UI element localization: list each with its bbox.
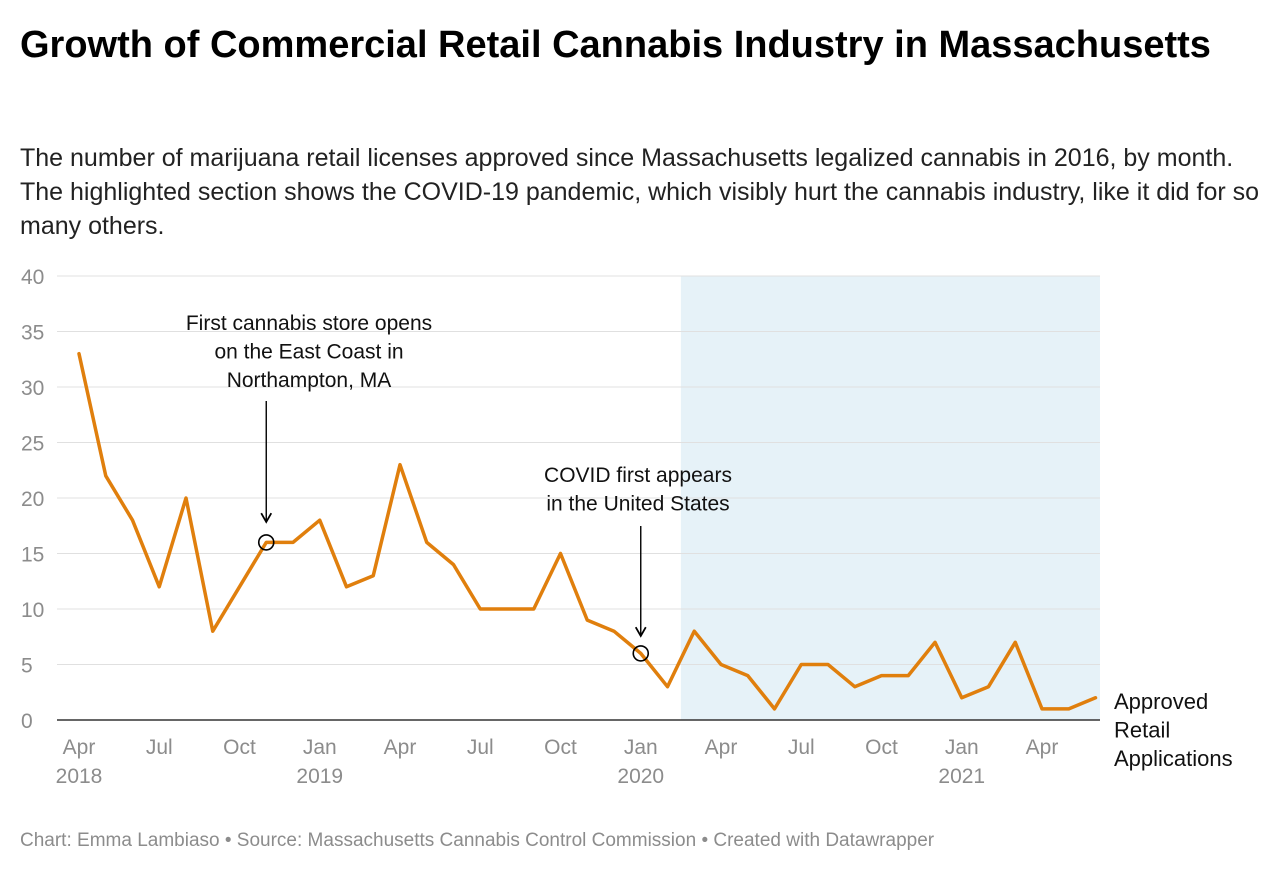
data-point (425, 540, 429, 544)
y-tick-label: 20 (21, 488, 44, 511)
data-point (666, 685, 670, 689)
footer-separator: • (701, 830, 709, 851)
y-tick-label: 40 (21, 266, 44, 289)
data-point (264, 540, 268, 544)
data-point (853, 685, 857, 689)
data-point (452, 563, 456, 567)
series-end-label: Approved (1114, 689, 1208, 714)
data-point (211, 629, 215, 633)
data-point (987, 685, 991, 689)
x-tick-label: Oct (865, 736, 898, 759)
chart-title: Growth of Commercial Retail Cannabis Ind… (20, 24, 1211, 66)
footer-separator: • (224, 830, 232, 851)
x-tick-year-label: 2021 (938, 765, 985, 788)
data-point (157, 585, 161, 589)
y-tick-label: 25 (21, 433, 44, 456)
data-point (906, 674, 910, 678)
data-point (131, 518, 135, 522)
data-point (559, 552, 563, 556)
annotation-marker-circle (257, 534, 275, 551)
annotation-text-line: COVID first appears (544, 464, 732, 487)
annotation-text-line: on the East Coast in (214, 341, 403, 364)
series-end-label: Applications (1114, 746, 1233, 771)
data-point (184, 496, 188, 500)
annotation-text-line: Northampton, MA (227, 369, 392, 392)
x-tick-label: Jan (303, 736, 337, 759)
annotation-text-line: in the United States (546, 493, 729, 516)
data-point (77, 352, 81, 356)
data-point (773, 707, 777, 711)
data-point (799, 663, 803, 667)
x-tick-label: Apr (63, 736, 96, 759)
footer-source: Source: Massachusetts Cannabis Control C… (236, 830, 697, 851)
y-tick-label: 5 (21, 655, 33, 678)
data-point (505, 607, 509, 611)
chart-subtitle: The number of marijuana retail licenses … (20, 144, 1260, 240)
data-point (639, 651, 643, 655)
data-point (478, 607, 482, 611)
footer-tool: Created with Datawrapper (713, 830, 935, 851)
y-tick-label: 35 (21, 322, 44, 345)
x-tick-label: Apr (384, 736, 417, 759)
data-point (692, 629, 696, 633)
footer-author: Chart: Emma Lambiaso (20, 830, 220, 851)
data-point (826, 663, 830, 667)
x-tick-label: Apr (1026, 736, 1059, 759)
x-tick-year-label: 2020 (617, 765, 664, 788)
x-tick-label: Jan (945, 736, 979, 759)
series-line-approved-retail-applications (77, 351, 1098, 711)
x-tick-label: Oct (223, 736, 256, 759)
data-point (880, 674, 884, 678)
x-tick-label: Jul (467, 736, 494, 759)
x-tick-year-label: 2018 (56, 765, 103, 788)
x-tick-label: Jul (146, 736, 173, 759)
y-tick-label: 30 (21, 377, 44, 400)
data-point (345, 585, 349, 589)
data-point (746, 674, 750, 678)
y-tick-label: 10 (21, 599, 44, 622)
data-point (719, 663, 723, 667)
data-point (1013, 640, 1017, 644)
data-point (1094, 696, 1098, 700)
x-tick-label: Jul (788, 736, 815, 759)
data-point (291, 540, 295, 544)
chart-footer: Chart: Emma Lambiaso • Source: Massachus… (20, 830, 934, 852)
data-point (585, 618, 589, 622)
y-tick-label: 15 (21, 544, 44, 567)
data-point (612, 629, 616, 633)
x-tick-label: Apr (705, 736, 738, 759)
y-tick-label: 0 (21, 710, 33, 733)
data-point (1067, 707, 1071, 711)
data-point (371, 574, 375, 578)
annotation-marker-circle (632, 645, 650, 662)
data-point (238, 585, 242, 589)
data-point (398, 463, 402, 467)
series-end-label: Retail (1114, 717, 1170, 742)
x-tick-label: Jan (624, 736, 658, 759)
data-point (933, 640, 937, 644)
data-point (1040, 707, 1044, 711)
annotation-text-line: First cannabis store opens (186, 312, 432, 335)
data-point (318, 518, 322, 522)
data-point (104, 474, 108, 478)
data-point (532, 607, 536, 611)
x-tick-year-label: 2019 (296, 765, 343, 788)
data-point (960, 696, 964, 700)
x-tick-label: Oct (544, 736, 577, 759)
